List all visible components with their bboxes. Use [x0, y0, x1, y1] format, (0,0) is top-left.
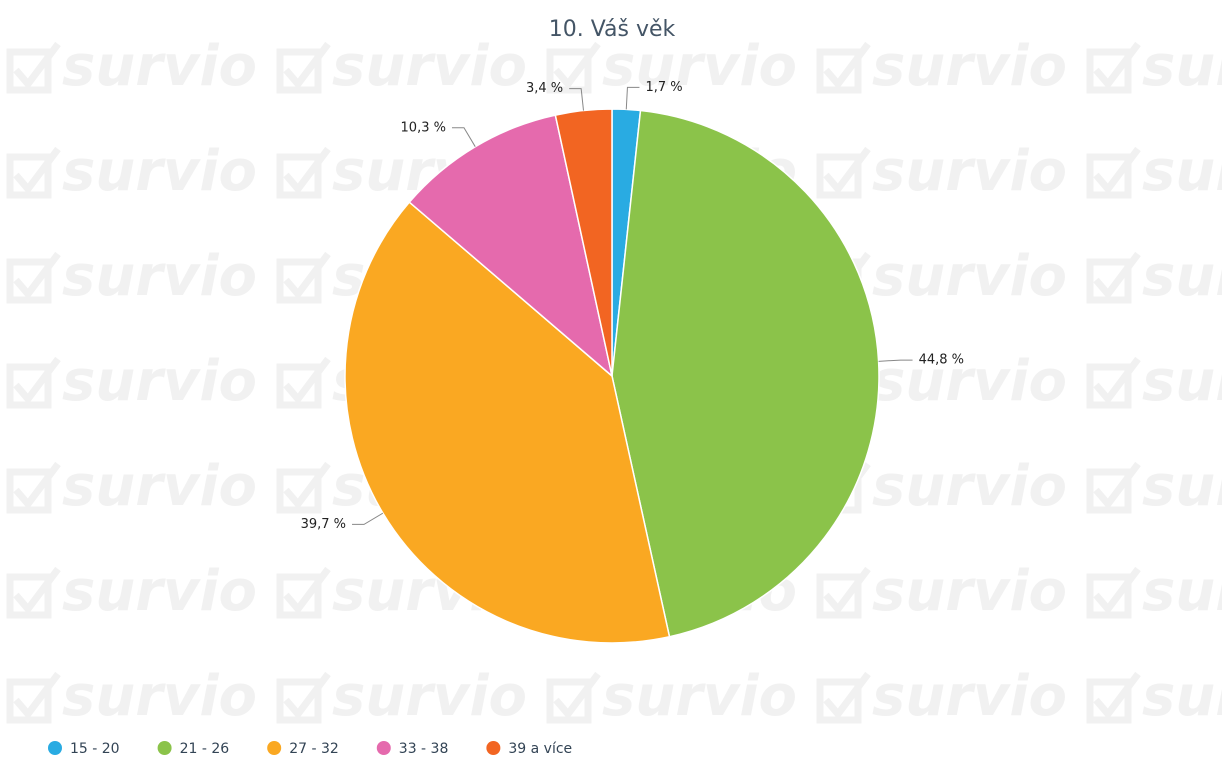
- legend-marker: [267, 741, 282, 755]
- watermark-text: survio: [872, 139, 1067, 204]
- legend-marker: [486, 741, 501, 755]
- data-label: 1,7 %: [645, 80, 682, 95]
- pie-slice: [344, 201, 671, 644]
- watermark-text: survio: [62, 349, 257, 414]
- watermark-icon: [6, 461, 61, 514]
- legend-label: 39 a více: [508, 741, 572, 757]
- watermark-text: survio: [1142, 244, 1222, 309]
- watermark-icon: [816, 566, 871, 619]
- watermark-text: survio: [1142, 34, 1222, 99]
- watermark-text: survio: [62, 34, 257, 99]
- leader-line: [451, 127, 476, 147]
- watermark-icon: [816, 671, 871, 724]
- leader-line: [625, 86, 640, 110]
- watermark-icon: [546, 671, 601, 724]
- watermark-text: survio: [62, 664, 257, 729]
- leader-line: [569, 88, 585, 111]
- watermark-text: survio: [872, 349, 1067, 414]
- legend-marker: [157, 741, 172, 755]
- watermark-text: survio: [1142, 349, 1222, 414]
- watermark-icon: [276, 461, 331, 514]
- pie-slice: [408, 114, 614, 379]
- watermark-text: survio: [602, 34, 797, 99]
- watermark-icon: [6, 251, 61, 304]
- legend-marker: [48, 741, 62, 755]
- watermark-icon: [816, 146, 871, 199]
- legend-label: 15 - 20: [70, 741, 120, 757]
- watermark-text: survio: [62, 139, 257, 204]
- data-label: 10,3 %: [401, 120, 446, 135]
- watermark-text: survio: [872, 34, 1067, 99]
- watermark-text: survio: [1142, 559, 1222, 624]
- watermark-text: survio: [332, 34, 527, 99]
- data-label: 44,8 %: [919, 353, 964, 368]
- watermark-icon: [6, 671, 61, 724]
- watermark-icon: [276, 41, 331, 94]
- leader-line: [352, 512, 384, 525]
- watermark-icon: [6, 41, 61, 94]
- watermark-icon: [1086, 566, 1141, 619]
- leader-line: [878, 359, 913, 362]
- watermark-text: survio: [332, 664, 527, 729]
- watermark-icon: [276, 356, 331, 409]
- watermark-icon: [1086, 356, 1141, 409]
- watermark-icon: [6, 566, 61, 619]
- data-label: 3,4 %: [526, 81, 563, 96]
- watermark-text: survio: [1142, 454, 1222, 519]
- watermark-text: survio: [1142, 139, 1222, 204]
- watermark-text: survio: [62, 454, 257, 519]
- watermark-icon: [1086, 461, 1141, 514]
- pie-slice: [611, 109, 880, 638]
- legend-label: 21 - 26: [180, 741, 230, 757]
- watermark-icon: [1086, 146, 1141, 199]
- watermark-text: survio: [602, 664, 797, 729]
- legend-marker: [376, 741, 391, 755]
- watermark-icon: [816, 41, 871, 94]
- watermark: survio survio survio survio survio survio surv…: [6, 34, 1222, 729]
- watermark-text: survio: [872, 559, 1067, 624]
- data-label: 39,7 %: [301, 517, 346, 532]
- chart-title: 10. Váš věk: [549, 17, 676, 42]
- watermark-icon: [276, 146, 331, 199]
- watermark-text: survio: [62, 559, 257, 624]
- watermark-icon: [1086, 251, 1141, 304]
- legend-label: 27 - 32: [289, 741, 339, 757]
- watermark-icon: [6, 146, 61, 199]
- watermark-icon: [546, 41, 601, 94]
- watermark-text: survio: [872, 664, 1067, 729]
- watermark-text: survio: [1142, 664, 1222, 729]
- pie-slice: [554, 108, 613, 377]
- legend-label: 33 - 38: [399, 741, 449, 757]
- watermark-icon: [276, 251, 331, 304]
- watermark-text: survio: [872, 454, 1067, 519]
- watermark-icon: [276, 566, 331, 619]
- watermark-text: survio: [62, 244, 257, 309]
- watermark-icon: [276, 671, 331, 724]
- watermark-icon: [1086, 671, 1141, 724]
- watermark-icon: [6, 356, 61, 409]
- watermark-icon: [1086, 41, 1141, 94]
- watermark-text: survio: [872, 244, 1067, 309]
